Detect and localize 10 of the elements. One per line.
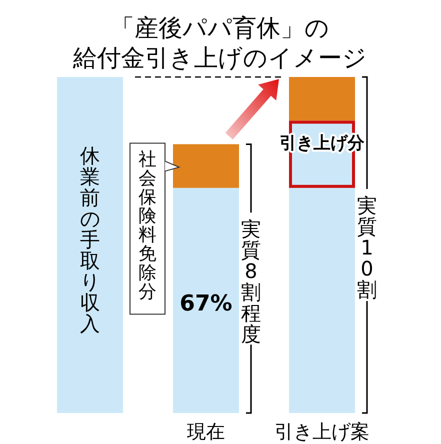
- annotation: 実質8割程度: [241, 217, 261, 346]
- callout: 社会保険料免除分: [130, 142, 180, 315]
- x-tick-label: 引き上げ案: [274, 421, 370, 443]
- chart-subtitle: 給付金引き上げのイメージ: [72, 44, 367, 72]
- chart-title: 「産後パパ育休」の: [110, 14, 330, 42]
- annotation: 実質10割: [357, 194, 377, 302]
- category-label: 休業前の手取り収入: [80, 144, 100, 336]
- x-tick-label: 現在: [187, 421, 225, 443]
- series-label: 社会保険料免除分: [138, 149, 156, 302]
- data-label: 67%: [180, 291, 232, 316]
